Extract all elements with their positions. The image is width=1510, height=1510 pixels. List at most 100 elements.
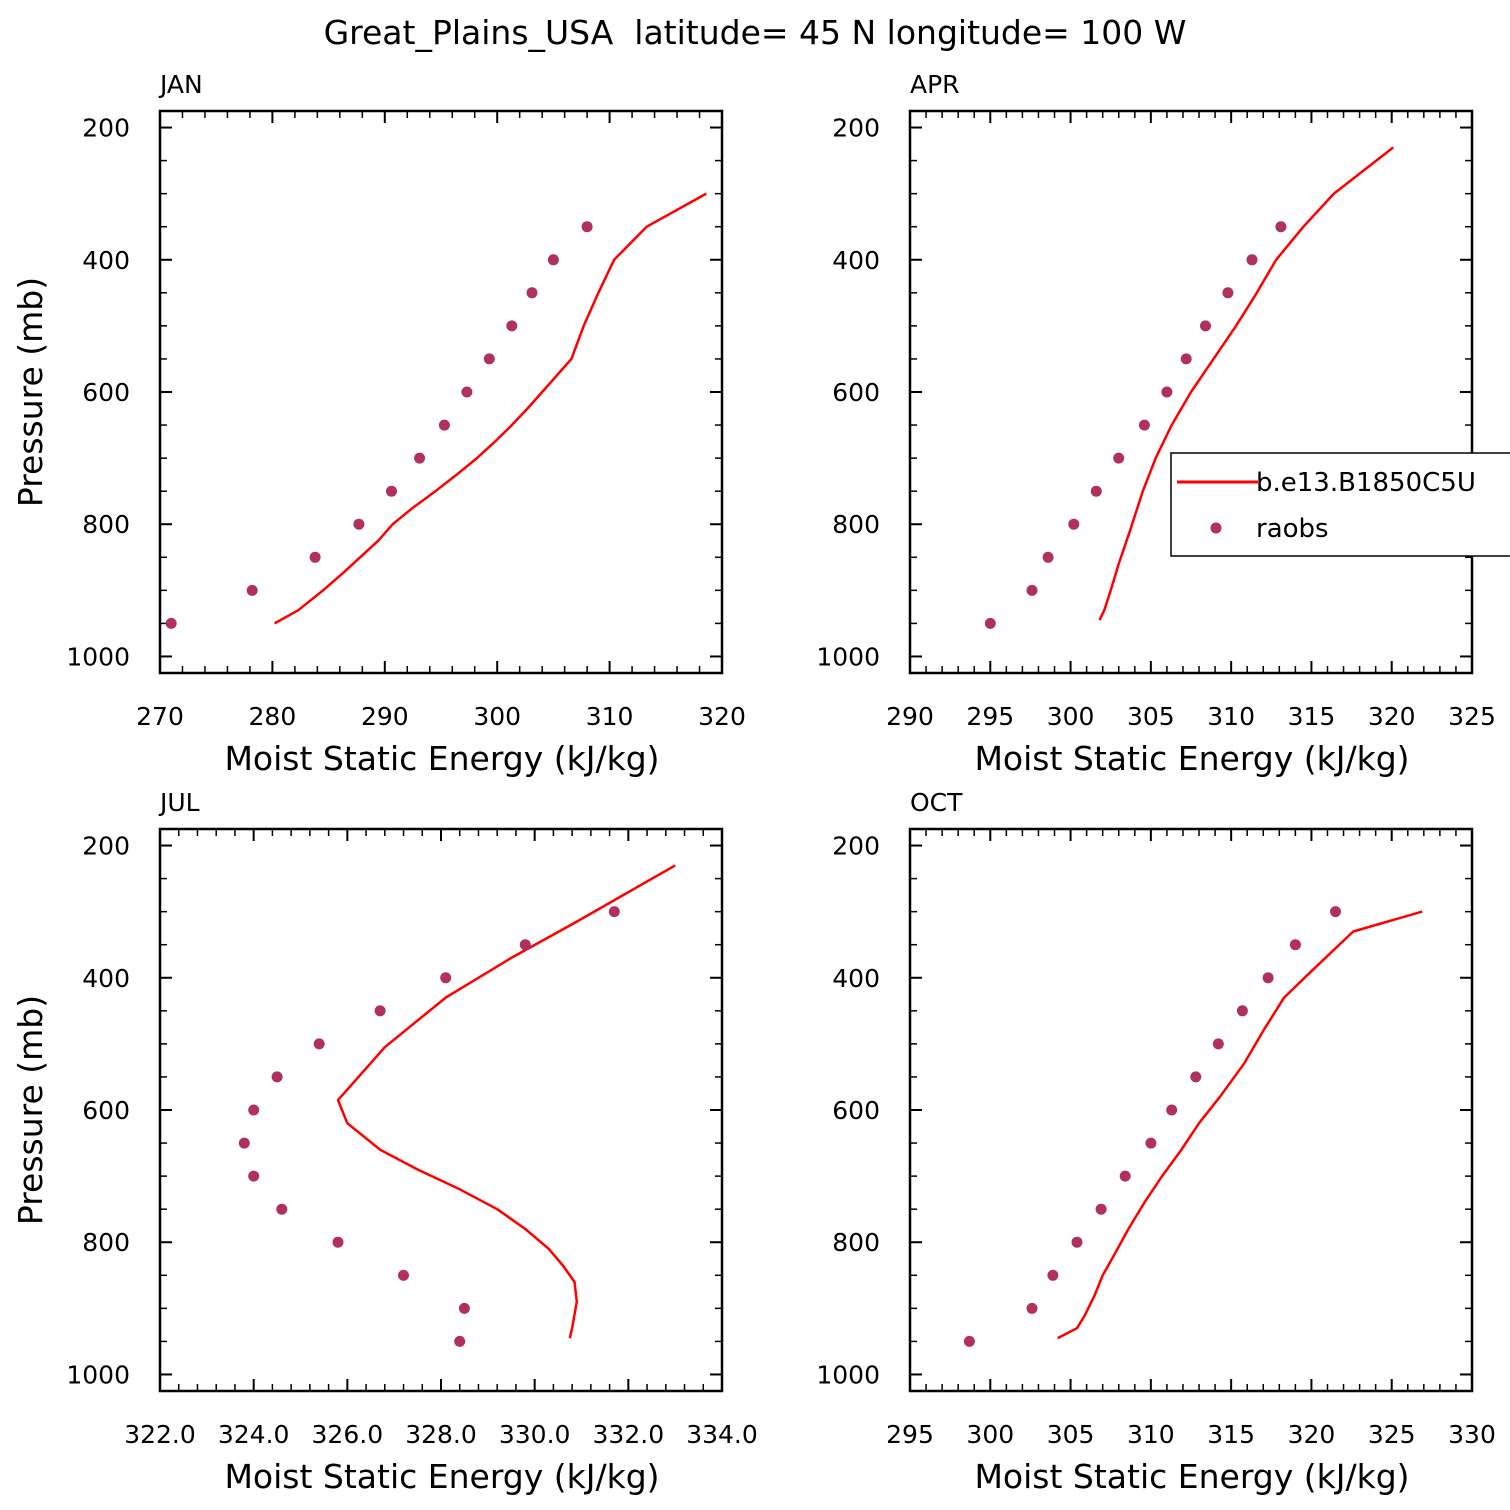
raobs-point-oct: [1095, 1203, 1107, 1215]
y-tick-label-jan: 600: [82, 378, 130, 407]
x-tick-label-oct: 310: [1127, 1420, 1175, 1449]
raobs-point-jul: [248, 1104, 260, 1116]
raobs-point-apr: [1246, 254, 1258, 266]
raobs-point-apr: [1161, 386, 1173, 398]
raobs-point-oct: [1145, 1137, 1157, 1149]
raobs-point-jan: [483, 353, 495, 365]
x-tick-label-oct: 305: [1047, 1420, 1095, 1449]
raobs-point-oct: [1289, 939, 1301, 951]
raobs-point-jul: [458, 1302, 470, 1314]
legend-dot-swatch: [1210, 522, 1222, 534]
plot-frame-oct: [908, 827, 1474, 1393]
y-tick-label-oct: 800: [832, 1228, 880, 1257]
raobs-point-apr: [1222, 287, 1234, 299]
raobs-point-oct: [1047, 1269, 1059, 1281]
panel-label-oct: OCT: [910, 788, 963, 817]
y-tick-label-jan: 1000: [66, 642, 130, 671]
x-tick-label-jul: 332.0: [593, 1420, 665, 1449]
x-tick-label-jul: 324.0: [218, 1420, 290, 1449]
x-tick-label-jul: 322.0: [124, 1420, 196, 1449]
model-line-jul: [336, 864, 676, 1339]
raobs-point-apr: [1113, 452, 1125, 464]
x-tick-label-jan: 290: [361, 702, 409, 731]
x-tick-label-apr: 290: [886, 702, 934, 731]
panel-apr: APR Moist Static Energy (kJ/kg) 290 295 30…: [816, 70, 1495, 778]
plot-frame-jan: [158, 109, 724, 675]
x-axis-label-apr: Moist Static Energy (kJ/kg): [974, 739, 1409, 778]
raobs-point-apr: [984, 617, 996, 629]
model-line-oct: [1057, 910, 1423, 1340]
raobs-point-jan: [414, 452, 426, 464]
raobs-point-jan: [461, 386, 473, 398]
raobs-point-apr: [1026, 584, 1038, 596]
x-tick-label-jul: 330.0: [499, 1420, 571, 1449]
raobs-point-oct: [1166, 1104, 1178, 1116]
x-axis-label-oct: Moist Static Energy (kJ/kg): [974, 1457, 1409, 1496]
x-tick-label-oct: 320: [1288, 1420, 1336, 1449]
raobs-point-jan: [547, 254, 559, 266]
legend-label-model: b.e13.B1850C5U: [1256, 468, 1476, 498]
raobs-point-jul: [454, 1335, 466, 1347]
legend-box: [1170, 452, 1510, 557]
x-tick-label-jan: 280: [249, 702, 297, 731]
y-tick-label-apr: 800: [832, 510, 880, 539]
raobs-point-jan: [526, 287, 538, 299]
plot-frame-jul: [158, 827, 724, 1393]
x-tick-label-jan: 270: [136, 702, 184, 731]
x-tick-label-apr: 295: [966, 702, 1014, 731]
x-tick-label-apr: 300: [1047, 702, 1095, 731]
raobs-point-jan: [246, 584, 258, 596]
raobs-point-jan: [165, 617, 177, 629]
panel-oct: OCT Moist Static Energy (kJ/kg) 295 300 30…: [816, 788, 1495, 1496]
panel-label-jul: JUL: [158, 788, 200, 817]
x-tick-label-apr: 325: [1448, 702, 1496, 731]
raobs-point-apr: [1200, 320, 1211, 332]
panel-label-jan: JAN: [158, 70, 203, 99]
y-tick-label-apr: 400: [832, 246, 880, 275]
y-tick-label-apr: 200: [832, 114, 880, 143]
x-tick-label-apr: 315: [1288, 702, 1336, 731]
y-tick-label-oct: 600: [832, 1096, 880, 1125]
raobs-point-jan: [581, 221, 593, 233]
panel-label-apr: APR: [910, 70, 960, 99]
panel-jan: JAN Moist Static Energy (kJ/kg) Pressure…: [11, 70, 746, 778]
y-tick-label-jan: 800: [82, 510, 130, 539]
x-tick-label-jul: 334.0: [686, 1420, 758, 1449]
x-tick-label-apr: 305: [1127, 702, 1175, 731]
raobs-point-jul: [313, 1038, 325, 1050]
x-tick-label-jul: 328.0: [405, 1420, 477, 1449]
model-line-apr: [1098, 146, 1395, 621]
y-tick-label-oct: 200: [832, 832, 880, 861]
y-axis-label-bottom: Pressure (mb): [11, 995, 50, 1225]
raobs-point-oct: [1330, 906, 1341, 918]
x-tick-label-jan: 310: [586, 702, 634, 731]
y-tick-label-jul: 800: [82, 1228, 130, 1257]
x-tick-label-jan: 320: [698, 702, 746, 731]
raobs-point-oct: [1071, 1236, 1083, 1248]
raobs-point-apr: [1180, 353, 1192, 365]
y-axis-label-top: Pressure (mb): [11, 277, 50, 507]
x-tick-label-oct: 295: [886, 1420, 934, 1449]
y-tick-label-jul: 200: [82, 832, 130, 861]
x-tick-label-apr: 320: [1368, 702, 1416, 731]
raobs-point-jan: [506, 320, 518, 332]
y-tick-label-jul: 400: [82, 964, 130, 993]
raobs-point-apr: [1042, 551, 1054, 563]
raobs-point-jul: [519, 939, 531, 951]
raobs-point-oct: [1262, 972, 1274, 984]
raobs-point-jan: [353, 518, 365, 530]
y-tick-label-jan: 200: [82, 114, 130, 143]
y-tick-label-jan: 400: [82, 246, 130, 275]
x-tick-label-oct: 325: [1368, 1420, 1416, 1449]
y-tick-label-apr: 1000: [816, 642, 880, 671]
raobs-point-apr: [1275, 221, 1287, 233]
raobs-point-jul: [374, 1005, 386, 1017]
model-line-jan: [273, 192, 707, 625]
raobs-point-jan: [386, 485, 397, 497]
raobs-point-oct: [963, 1335, 975, 1347]
raobs-point-oct: [1026, 1302, 1038, 1314]
panel-jul: JUL Moist Static Energy (kJ/kg) Pressure…: [11, 788, 758, 1496]
raobs-point-jul: [248, 1170, 260, 1182]
raobs-point-oct: [1190, 1071, 1202, 1083]
raobs-point-oct: [1236, 1005, 1248, 1017]
